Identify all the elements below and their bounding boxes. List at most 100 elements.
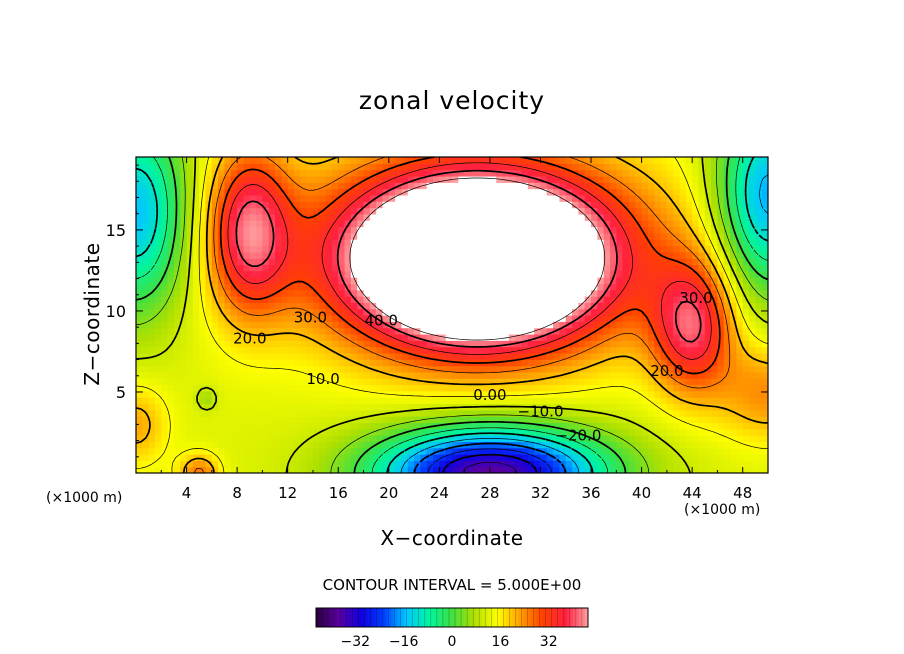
field-cell [458,182,466,190]
field-cell [300,163,308,171]
field-cell [262,201,270,209]
field-cell [369,264,377,272]
field-cell [382,403,390,411]
field-cell [382,466,390,473]
field-cell [603,371,611,379]
field-cell [281,175,289,183]
field-cell [199,403,207,411]
field-cell [515,213,523,221]
field-cell [483,175,491,183]
field-cell [711,422,719,430]
field-cell [635,435,643,442]
field-cell [237,315,245,322]
field-cell [439,232,447,240]
field-cell [546,428,554,436]
field-cell [711,163,719,171]
field-cell [211,422,219,430]
field-cell [546,232,554,240]
field-cell [635,251,643,259]
field-cell [736,163,744,171]
field-cell [414,435,421,442]
field-cell [527,296,535,303]
field-cell [502,384,510,392]
field-cell [464,188,472,196]
field-cell [489,296,497,303]
field-cell [660,213,668,221]
field-cell [445,352,453,360]
field-cell [325,447,333,455]
field-cell [256,397,263,405]
field-cell [224,447,232,455]
field-cell [717,245,725,253]
field-cell [268,454,276,461]
field-cell [243,466,251,473]
field-cell [546,352,554,360]
field-cell [641,416,649,424]
field-cell [344,201,352,209]
field-cell [357,416,365,424]
field-cell [496,466,504,473]
field-cell [300,428,308,436]
field-cell [167,422,175,430]
field-cell [319,447,327,455]
field-cell [167,207,175,215]
field-cell [161,409,169,417]
field-cell [692,163,700,171]
field-cell [458,365,466,373]
field-cell [445,435,453,442]
field-cell [407,327,415,335]
field-cell [692,371,700,379]
field-cell [407,264,415,272]
field-cell [540,371,548,379]
field-cell [591,296,598,303]
field-cell [300,384,308,392]
field-cell [635,213,643,221]
field-cell [755,403,763,411]
field-cell [192,447,200,455]
field-cell [483,365,491,373]
field-cell [249,251,257,259]
field-cell [199,283,207,291]
field-cell [673,454,681,461]
field-cell [237,239,245,247]
field-cell [382,384,390,392]
field-cell [306,157,314,164]
field-cell [515,346,523,354]
field-cell [628,194,636,202]
field-cell [749,365,756,373]
field-cell [154,302,162,310]
field-cell [483,416,491,424]
field-cell [470,175,478,183]
field-cell [584,460,592,468]
field-cell [407,226,415,234]
field-cell [553,409,561,417]
field-cell [673,384,681,392]
field-cell [711,384,719,392]
field-cell [420,163,428,171]
field-cell [698,232,706,240]
field-cell [275,315,282,322]
field-cell [275,428,282,436]
field-cell [692,333,700,341]
field-cell [730,346,737,354]
field-cell [439,188,447,196]
field-cell [527,441,535,449]
field-cell [407,302,415,310]
field-cell [136,441,143,449]
field-cell [496,201,504,209]
field-cell [401,416,409,424]
field-cell [622,435,630,442]
field-cell [414,466,421,473]
field-cell [350,365,358,373]
field-cell [723,378,731,386]
field-cell [173,220,181,228]
field-cell [464,163,472,171]
field-cell [148,296,156,303]
field-cell [508,384,516,392]
field-cell [559,378,567,386]
field-cell [628,397,636,405]
field-cell [477,460,485,468]
field-cell [540,245,548,253]
field-cell [654,365,662,373]
field-cell [534,264,542,272]
